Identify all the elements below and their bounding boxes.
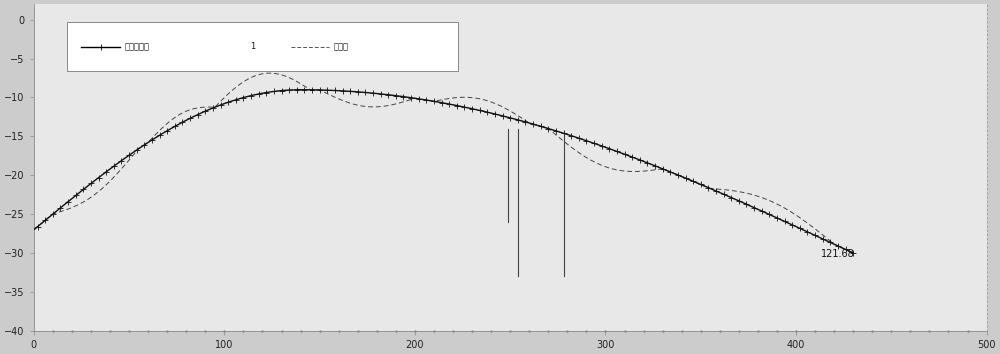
FancyBboxPatch shape [67, 22, 458, 71]
Text: 中心偏差量: 中心偏差量 [124, 42, 149, 51]
Text: 目標値: 目標値 [334, 42, 349, 51]
Text: 121.68: 121.68 [821, 249, 855, 259]
Text: 1: 1 [250, 42, 256, 51]
